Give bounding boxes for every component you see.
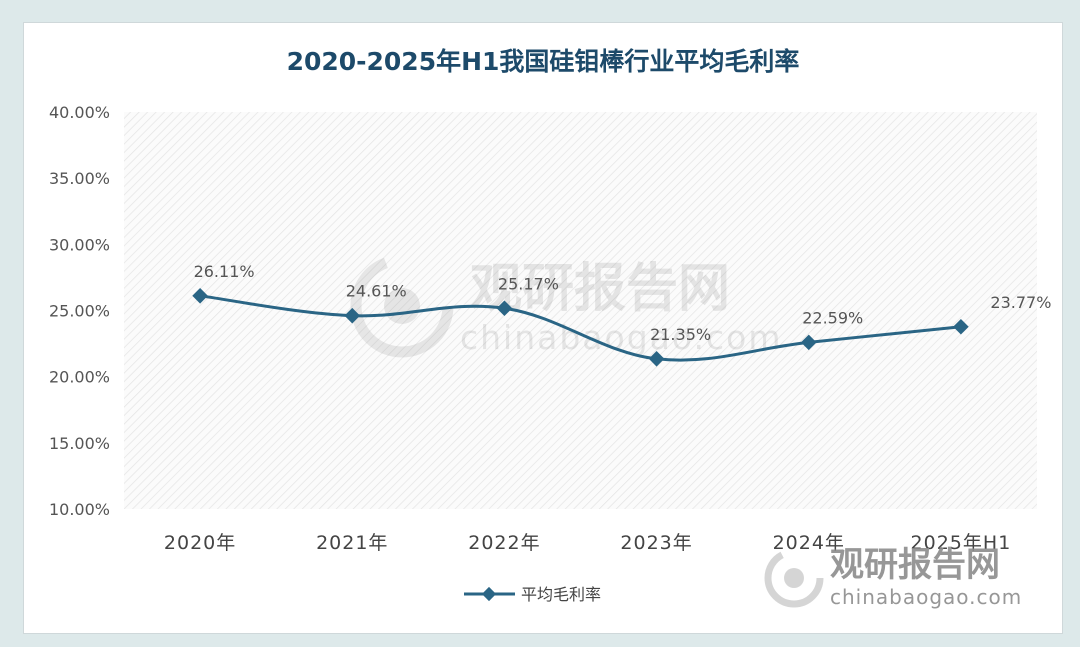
- corner-brand: 观研报告网: [830, 545, 1000, 585]
- chart-title: 2020-2025年H1我国硅钼棒行业平均毛利率: [287, 47, 800, 76]
- x-tick-label: 2020年: [164, 532, 236, 554]
- y-tick-label: 15.00%: [49, 434, 110, 453]
- y-tick-label: 20.00%: [49, 368, 110, 387]
- line-chart: 2020-2025年H1我国硅钼棒行业平均毛利率 10.00% 15.00% 20.…: [49, 47, 1051, 609]
- y-tick-label: 35.00%: [49, 169, 110, 188]
- data-label: 22.59%: [802, 308, 863, 327]
- x-tick-label: 2023年: [620, 532, 692, 554]
- data-label: 26.11%: [194, 262, 255, 281]
- x-tick-label: 2024年: [773, 532, 845, 554]
- legend-label: 平均毛利率: [521, 585, 601, 604]
- y-tick-label: 10.00%: [49, 500, 110, 519]
- corner-site: chinabaogao.com: [830, 585, 1022, 609]
- data-point: [192, 288, 208, 304]
- y-tick-label: 40.00%: [49, 103, 110, 122]
- y-axis: 10.00% 15.00% 20.00% 25.00% 30.00% 35.00% 40.0…: [49, 103, 110, 519]
- plot-area: [124, 112, 1037, 509]
- x-tick-label: 2021年: [316, 532, 388, 554]
- legend-marker: [481, 586, 497, 602]
- corner-logo-icon: [764, 548, 824, 608]
- y-tick-label: 30.00%: [49, 235, 110, 254]
- data-label: 24.61%: [346, 282, 407, 301]
- x-tick-label: 2025年H1: [911, 532, 1012, 554]
- x-axis: 2020年 2021年 2022年 2023年 2024年 2025年H1: [164, 532, 1012, 554]
- chart-frame: 2020-2025年H1我国硅钼棒行业平均毛利率 10.00% 15.00% 20.…: [23, 22, 1063, 634]
- x-tick-label: 2022年: [468, 532, 540, 554]
- watermark-corner: 观研报告网 chinabaogao.com: [764, 545, 1022, 609]
- series-line: [199, 294, 962, 362]
- legend: 平均毛利率: [464, 585, 601, 604]
- data-label: 23.77%: [990, 293, 1051, 312]
- y-tick-label: 25.00%: [49, 302, 110, 321]
- data-label: 25.17%: [498, 274, 559, 293]
- data-label: 21.35%: [650, 325, 711, 344]
